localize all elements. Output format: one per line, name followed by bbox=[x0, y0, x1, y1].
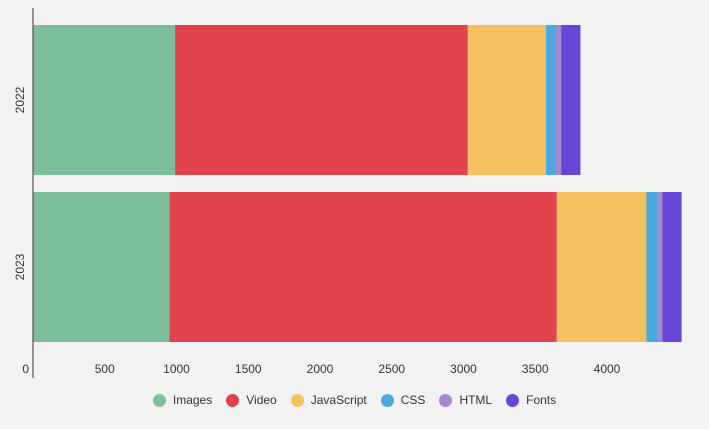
bar-segment-javascript-2023 bbox=[556, 192, 647, 342]
legend-label-fonts: Fonts bbox=[526, 393, 557, 407]
legend-item-css[interactable]: CSS bbox=[380, 393, 426, 407]
x-tick-label-2000: 2000 bbox=[307, 362, 334, 376]
category-label-2023: 2023 bbox=[13, 253, 27, 280]
bar-segment-video-2022 bbox=[175, 25, 468, 175]
bar-segment-fonts-2022 bbox=[561, 25, 581, 175]
legend-swatch-css bbox=[380, 393, 394, 407]
bar-segment-html-2022 bbox=[556, 25, 562, 175]
legend-item-html[interactable]: HTML bbox=[439, 393, 492, 407]
x-tick-label-3000: 3000 bbox=[450, 362, 477, 376]
bar-segment-html-2023 bbox=[657, 192, 663, 342]
legend-label-css: CSS bbox=[400, 393, 426, 407]
legend-swatch-video bbox=[226, 393, 240, 407]
x-tick-label-4000: 4000 bbox=[594, 362, 621, 376]
legend-swatch-javascript bbox=[290, 393, 304, 407]
bar-segment-video-2023 bbox=[169, 192, 557, 342]
x-tick-label-0: 0 bbox=[22, 362, 29, 376]
x-axis-ticks: 0 500 1000 1500 2000 2500 3000 3500 4000 bbox=[22, 362, 620, 376]
x-tick-label-2500: 2500 bbox=[378, 362, 405, 376]
x-tick-label-3500: 3500 bbox=[522, 362, 549, 376]
x-tick-label-500: 500 bbox=[95, 362, 115, 376]
legend-item-fonts[interactable]: Fonts bbox=[506, 393, 556, 407]
category-labels: 2022 2023 bbox=[13, 86, 27, 280]
bar-segment-css-2022 bbox=[546, 25, 557, 175]
legend-swatch-fonts bbox=[506, 393, 520, 407]
legend-item-javascript[interactable]: JavaScript bbox=[290, 393, 367, 407]
legend-label-javascript: JavaScript bbox=[310, 393, 367, 407]
bar-segment-fonts-2023 bbox=[662, 192, 682, 342]
legend-label-images: Images bbox=[172, 393, 213, 407]
bar-segment-css-2023 bbox=[646, 192, 658, 342]
legend-item-video[interactable]: Video bbox=[226, 393, 277, 407]
legend-label-html: HTML bbox=[459, 393, 493, 407]
bars-layer bbox=[33, 25, 682, 342]
legend-swatch-html bbox=[439, 393, 453, 407]
category-label-2022: 2022 bbox=[13, 86, 27, 113]
legend-label-video: Video bbox=[246, 393, 277, 407]
stacked-bar-chart: 2022 2023 0 500 1000 1500 2000 2500 3000 3500 400… bbox=[13, 8, 682, 378]
chart-legend: Images Video JavaScript CSS HTML Fonts bbox=[0, 393, 709, 407]
bar-segment-javascript-2022 bbox=[467, 25, 547, 175]
legend-swatch-images bbox=[152, 393, 166, 407]
bar-segment-images-2022 bbox=[33, 25, 176, 175]
x-tick-label-1500: 1500 bbox=[235, 362, 262, 376]
bar-segment-images-2023 bbox=[33, 192, 170, 342]
x-tick-label-1000: 1000 bbox=[163, 362, 190, 376]
legend-item-images[interactable]: Images bbox=[152, 393, 213, 407]
